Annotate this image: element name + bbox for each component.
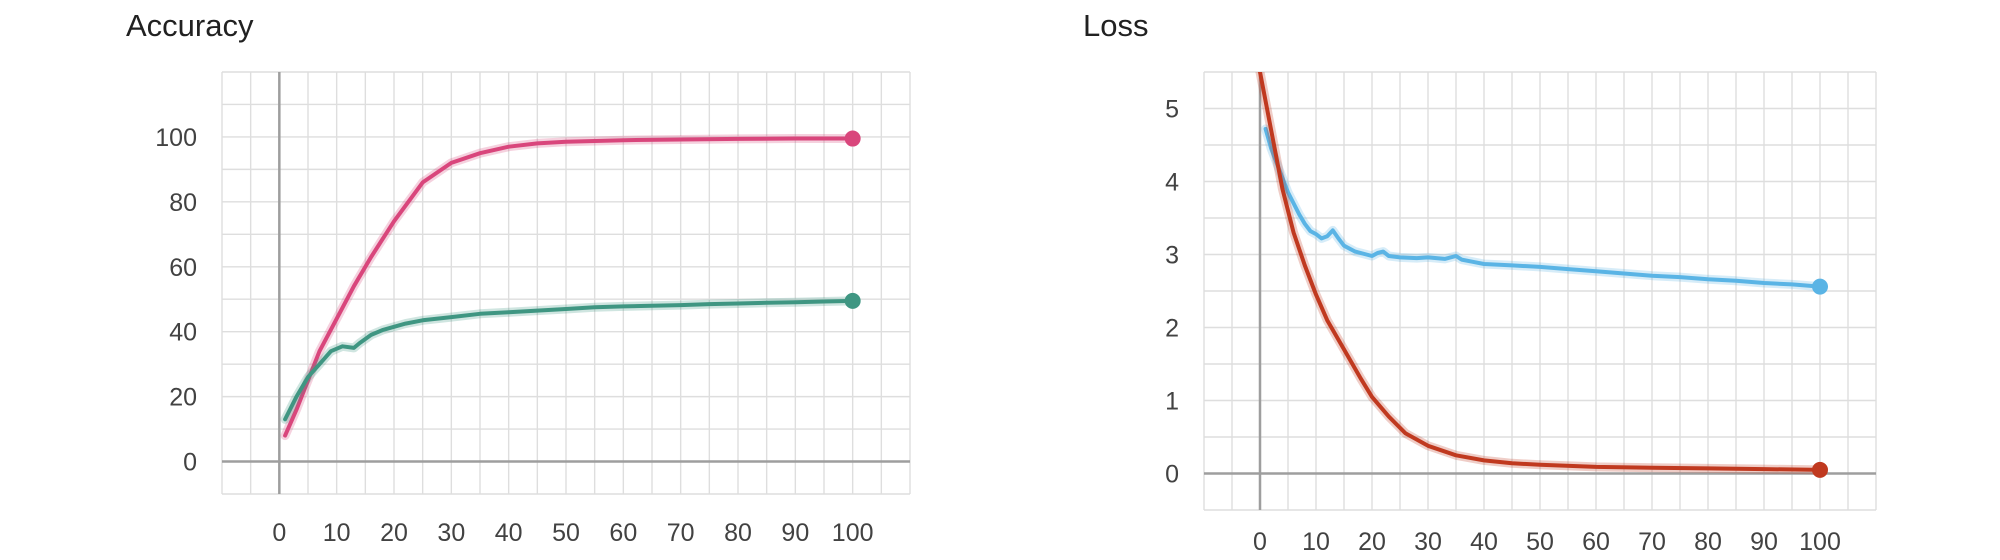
x-tick-label: 0 xyxy=(1253,528,1267,556)
x-tick-label: 90 xyxy=(1750,528,1778,556)
x-tick-label: 10 xyxy=(323,519,351,547)
y-tick-label: 40 xyxy=(169,319,197,347)
accuracy-chart: Accuracy 0 20 40 60 80 100 0 10 20 30 40 50 60 70 80 90… xyxy=(126,8,911,547)
y-tick-label: 1 xyxy=(1165,388,1179,416)
series-end-marker xyxy=(844,292,861,309)
grid xyxy=(1203,71,1877,511)
x-tick-label: 20 xyxy=(380,519,408,547)
x-tick-label: 60 xyxy=(1582,528,1610,556)
series-line xyxy=(1258,72,1822,472)
y-tick-label: 60 xyxy=(169,254,197,282)
x-tick-label: 80 xyxy=(1694,528,1722,556)
y-tick-label: 80 xyxy=(169,189,197,217)
y-tick-label: 5 xyxy=(1165,96,1179,124)
x-tick-label: 50 xyxy=(552,519,580,547)
y-tick-label: 4 xyxy=(1165,169,1179,197)
series-end-marker xyxy=(1812,461,1828,478)
x-tick-label: 30 xyxy=(437,519,465,547)
y-tick-label: 100 xyxy=(155,124,197,152)
y-tick-label: 2 xyxy=(1165,315,1179,343)
y-tick-label: 3 xyxy=(1165,242,1179,270)
x-tick-label: 80 xyxy=(724,519,752,547)
x-tick-label: 100 xyxy=(1799,528,1841,556)
y-tick-label: 0 xyxy=(1165,461,1179,489)
series-line xyxy=(283,298,855,422)
x-tick-label: 20 xyxy=(1358,528,1386,556)
x-tick-label: 30 xyxy=(1414,528,1442,556)
series-line-shadow xyxy=(280,134,858,441)
y-tick-label: 20 xyxy=(169,384,197,412)
series-line xyxy=(283,136,855,438)
loss-chart: Loss 0 1 2 3 4 5 0 10 20 30 40 50 60 70 80 90 100 xyxy=(1000,0,2000,560)
x-tick-label: 50 xyxy=(1526,528,1554,556)
x-tick-label: 70 xyxy=(1638,528,1666,556)
x-tick-label: 0 xyxy=(272,519,286,547)
series-end-marker xyxy=(1812,278,1828,295)
x-tick-label: 100 xyxy=(832,519,874,547)
series-line-shadow xyxy=(1261,124,1825,292)
series-line xyxy=(1263,126,1822,289)
y-tick-label: 0 xyxy=(183,449,197,477)
x-tick-label: 40 xyxy=(495,519,523,547)
x-tick-label: 60 xyxy=(609,519,637,547)
series-end-marker xyxy=(844,130,861,147)
chart-title: Loss xyxy=(1083,8,1149,43)
chart-title: Accuracy xyxy=(126,8,254,43)
accuracy-plot: 0 20 40 60 80 100 0 10 20 30 40 50 60 70 80 90 100 xyxy=(155,71,911,547)
x-tick-label: 70 xyxy=(667,519,695,547)
x-tick-label: 40 xyxy=(1470,528,1498,556)
series-line-shadow xyxy=(280,296,858,424)
x-tick-label: 10 xyxy=(1302,528,1330,556)
x-tick-label: 90 xyxy=(781,519,809,547)
